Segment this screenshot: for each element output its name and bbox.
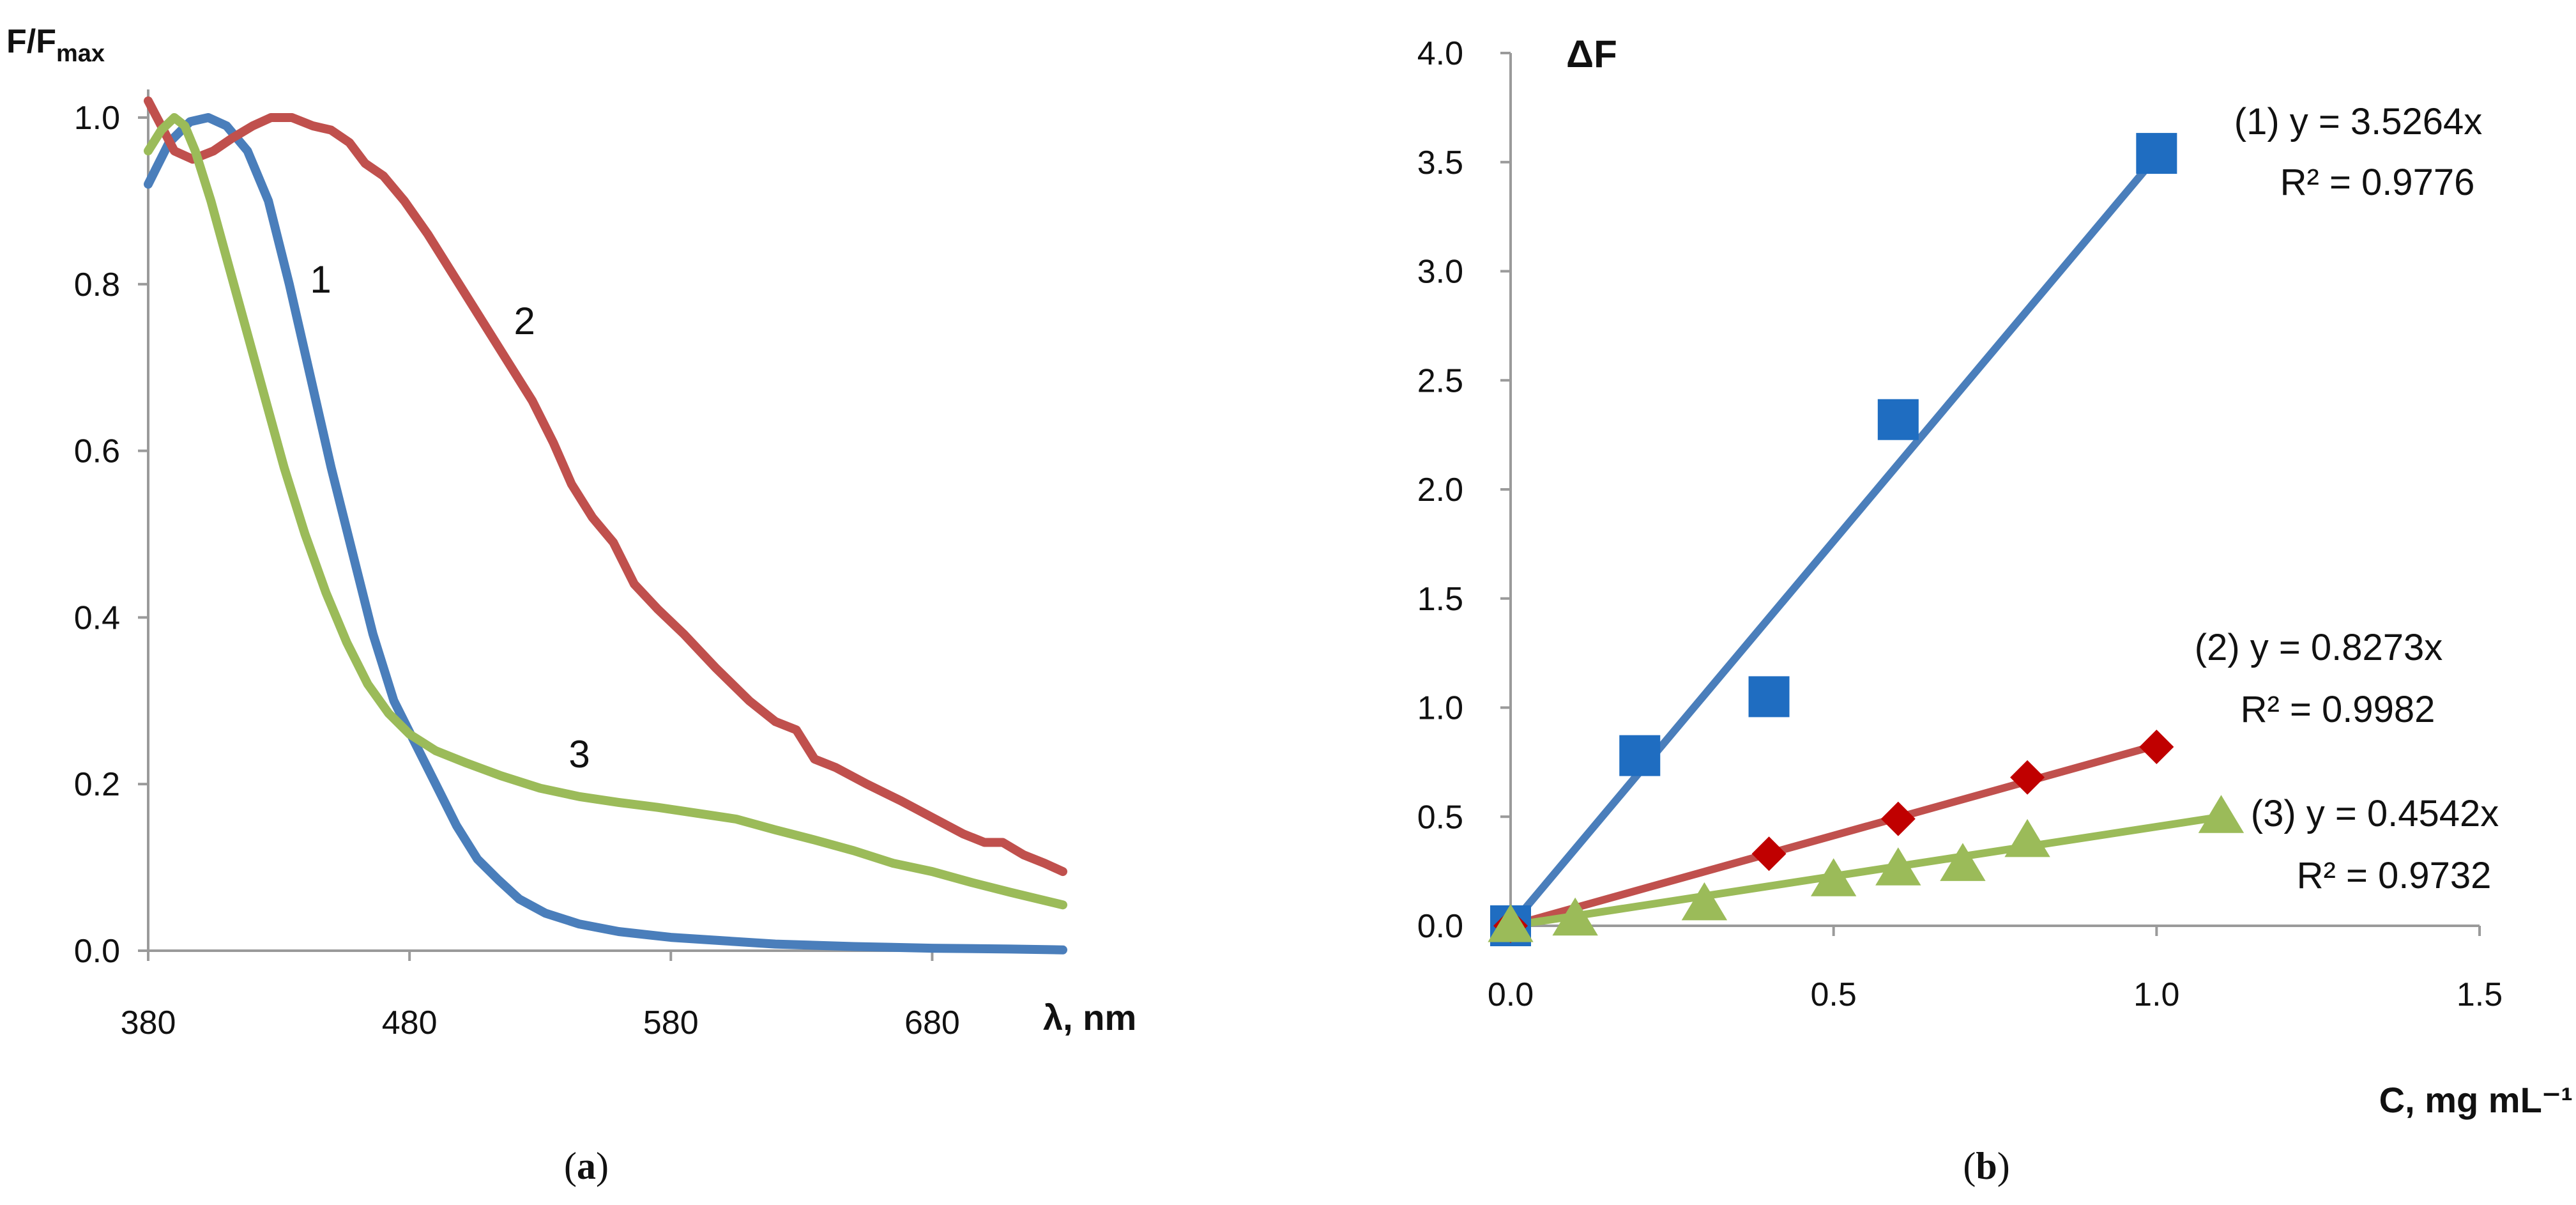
panel-a-ytick-label: 0.2 — [74, 766, 120, 803]
panel-b-marker-triangle — [1875, 847, 1921, 886]
panel-a-plot: 0.0 0.2 0.4 0.6 0.8 1.0 380 480 580 680 1 2 3 — [74, 89, 1067, 1041]
panel-b-marker-triangle — [1488, 904, 1534, 942]
panel-a-ytick-label: 1.0 — [74, 100, 120, 137]
panel-b-xlabel: C, mg mL⁻¹ — [2379, 1080, 2573, 1120]
panel-b-r2-2: R² = 0.9982 — [2241, 689, 2435, 730]
panel-b-marker-triangle — [2004, 818, 2050, 857]
panel-b-marker-square — [2136, 133, 2177, 174]
panel-b-ytick-label: 0.5 — [1417, 799, 1463, 836]
panel-b-marker-diamond — [1880, 801, 1916, 836]
panel-b-ytick-label: 4.0 — [1417, 35, 1463, 72]
panel-a-ytick-label: 0.8 — [74, 266, 120, 303]
panel-b-xtick-label: 0.5 — [1811, 976, 1857, 1013]
panel-b-caption: (b) — [1963, 1145, 2009, 1187]
panel-b-marker-triangle — [2198, 795, 2244, 833]
panel-b-ytick-label: 2.5 — [1417, 362, 1463, 399]
panel-b-marker-triangle — [1681, 882, 1728, 921]
panel-b-ytick-label: 2.0 — [1417, 472, 1463, 509]
panel-a-series-3-line — [144, 113, 1067, 910]
panel-b-ylabel: ΔF — [1566, 33, 1617, 75]
panel-b-ytick-label: 1.5 — [1417, 581, 1463, 618]
panel-b-marker-square — [1748, 676, 1790, 718]
panel-b-marker-square — [1619, 735, 1661, 776]
panel-a-series-2-label: 2 — [514, 300, 535, 342]
panel-b-marker-diamond — [1751, 836, 1787, 871]
panel-b-marker-triangle — [1552, 897, 1598, 936]
panel-b-ytick-label: 1.0 — [1417, 690, 1463, 727]
panel-a-xtick-label: 380 — [121, 1004, 176, 1041]
panel-a-ytick-label: 0.4 — [74, 599, 120, 636]
panel-a-ytick-label: 0.0 — [74, 933, 120, 970]
panel-b-equation-3: (3) y = 0.4542x — [2251, 793, 2499, 834]
panel-b-xtick-label: 0.0 — [1488, 976, 1534, 1013]
panel-b-plot: 0.0 0.5 1.0 1.5 2.0 2.5 3.0 3.5 4.0 0.0 0.5 1.0 1.5 (… — [1417, 35, 2503, 1013]
panel-b-xtick-label: 1.0 — [2133, 976, 2179, 1013]
panel-a-ylabel-sub: max — [56, 40, 105, 67]
panel-a-xtick-label: 580 — [643, 1004, 699, 1041]
panel-a-series-3-label: 3 — [568, 733, 590, 776]
panel-a-series-2-line — [144, 96, 1067, 877]
panel-a-ytick-label: 0.6 — [74, 433, 120, 470]
panel-b-fit-line-1 — [1507, 152, 2161, 930]
panel-a-series-1-line — [144, 113, 1067, 955]
panel-b-marker-square — [1877, 399, 1919, 440]
panel-b-marker-diamond — [2139, 729, 2174, 764]
panel-b-equation-1: (1) y = 3.5264x — [2234, 101, 2483, 142]
panel-b-equation-2: (2) y = 0.8273x — [2195, 627, 2443, 668]
panel-b-ytick-label: 0.0 — [1417, 908, 1463, 945]
panel-b-r2-3: R² = 0.9732 — [2297, 855, 2492, 896]
panel-b-xtick-label: 1.5 — [2457, 976, 2503, 1013]
panel-b-ytick-label: 3.0 — [1417, 254, 1463, 291]
panel-a-xtick-label: 480 — [382, 1004, 438, 1041]
panel-b-r2-1: R² = 0.9776 — [2280, 162, 2475, 203]
panel-b-fit-line-3 — [1507, 813, 2225, 930]
panel-b-marker-diamond — [2010, 760, 2045, 795]
panel-b-ytick-label: 3.5 — [1417, 144, 1463, 181]
panel-a-xtick-label: 680 — [904, 1004, 960, 1041]
panel-b-marker-triangle — [1940, 843, 1986, 881]
panel-a-xlabel: λ, nm — [1043, 997, 1136, 1038]
panel-a-series-1-label: 1 — [310, 258, 331, 301]
panel-a-caption: (a) — [564, 1145, 609, 1187]
panel-a-ylabel: F/Fmax — [6, 23, 105, 67]
panel-b-marker-triangle — [1810, 858, 1857, 896]
panel-b-fit-line-2 — [1507, 741, 2161, 930]
